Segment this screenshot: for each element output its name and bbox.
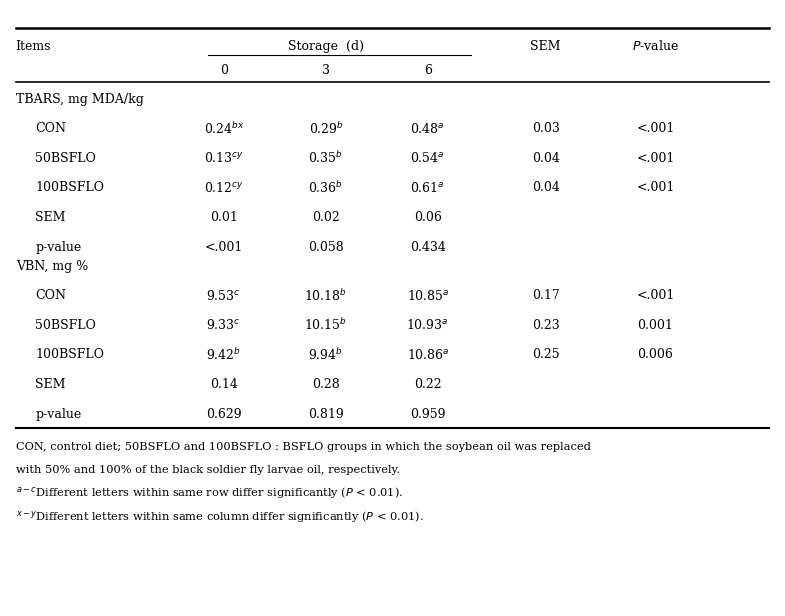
Text: VBN, mg %: VBN, mg % [16,260,88,273]
Text: SEM: SEM [35,378,66,391]
Text: <.001: <.001 [637,181,674,195]
Text: 10.15$^{b}$: 10.15$^{b}$ [305,317,347,333]
Text: 0.434: 0.434 [410,240,446,254]
Text: 50BSFLO: 50BSFLO [35,152,97,165]
Text: 0.02: 0.02 [312,211,340,224]
Text: 0.48$^{a}$: 0.48$^{a}$ [411,122,445,136]
Text: SEM: SEM [531,39,560,53]
Text: 9.33$^{c}$: 9.33$^{c}$ [206,318,241,333]
Text: CON, control diet; 50BSFLO and 100BSFLO : BSFLO groups in which the soybean oil : CON, control diet; 50BSFLO and 100BSFLO … [16,442,590,452]
Text: 0.36$^{b}$: 0.36$^{b}$ [309,180,343,196]
Text: p-value: p-value [35,408,82,421]
Text: 0.058: 0.058 [308,240,344,254]
Text: 10.93$^{a}$: 10.93$^{a}$ [407,318,449,333]
Text: 9.53$^{c}$: 9.53$^{c}$ [206,289,241,303]
Text: 0.819: 0.819 [308,408,344,421]
Text: $^{a-c}$Different letters within same row differ significantly ($P$ < 0.01).: $^{a-c}$Different letters within same ro… [16,486,403,501]
Text: 0.006: 0.006 [637,349,674,362]
Text: 0.22: 0.22 [414,378,442,391]
Text: 0.23: 0.23 [531,319,560,332]
Text: 0.01: 0.01 [210,211,238,224]
Text: 0.629: 0.629 [206,408,242,421]
Text: 50BSFLO: 50BSFLO [35,319,97,332]
Text: 0.04: 0.04 [531,152,560,165]
Text: Items: Items [16,39,51,53]
Text: 0.03: 0.03 [531,122,560,136]
Text: 0.17: 0.17 [531,290,560,302]
Text: 0.24$^{bx}$: 0.24$^{bx}$ [203,121,244,137]
Text: <.001: <.001 [637,152,674,165]
Text: 100BSFLO: 100BSFLO [35,181,104,195]
Text: CON: CON [35,290,66,302]
Text: p-value: p-value [35,240,82,254]
Text: 0.14: 0.14 [210,378,238,391]
Text: 0.001: 0.001 [637,319,674,332]
Text: 0.06: 0.06 [414,211,442,224]
Text: 0.959: 0.959 [410,408,446,421]
Text: <.001: <.001 [637,290,674,302]
Text: with 50% and 100% of the black soldier fly larvae oil, respectively.: with 50% and 100% of the black soldier f… [16,465,400,475]
Text: <.001: <.001 [205,240,243,254]
Text: 0.29$^{b}$: 0.29$^{b}$ [309,121,343,137]
Text: 0.54$^{a}$: 0.54$^{a}$ [411,152,445,165]
Text: SEM: SEM [35,211,66,224]
Text: Storage  (d): Storage (d) [288,39,363,53]
Text: 100BSFLO: 100BSFLO [35,349,104,362]
Text: 0.25: 0.25 [531,349,560,362]
Text: 10.18$^{b}$: 10.18$^{b}$ [305,288,347,304]
Text: 0.04: 0.04 [531,181,560,195]
Text: 0.28: 0.28 [312,378,340,391]
Text: CON: CON [35,122,66,136]
Text: 10.86$^{a}$: 10.86$^{a}$ [407,348,449,362]
Text: 0.35$^{b}$: 0.35$^{b}$ [309,150,343,166]
Text: 10.85$^{a}$: 10.85$^{a}$ [407,289,449,303]
Text: TBARS, mg MDA/kg: TBARS, mg MDA/kg [16,92,144,106]
Text: 9.94$^{b}$: 9.94$^{b}$ [309,347,343,363]
Text: <.001: <.001 [637,122,674,136]
Text: $P$-value: $P$-value [632,39,679,53]
Text: 0.61$^{a}$: 0.61$^{a}$ [411,181,445,195]
Text: 0.13$^{cy}$: 0.13$^{cy}$ [203,152,244,165]
Text: 9.42$^{b}$: 9.42$^{b}$ [206,347,241,363]
Text: 3: 3 [322,64,330,78]
Text: 0.12$^{cy}$: 0.12$^{cy}$ [203,181,244,195]
Text: 6: 6 [424,64,432,78]
Text: 0: 0 [220,64,228,78]
Text: $^{x-y}$Different letters within same column differ significantly ($P$ < 0.01).: $^{x-y}$Different letters within same co… [16,509,424,525]
